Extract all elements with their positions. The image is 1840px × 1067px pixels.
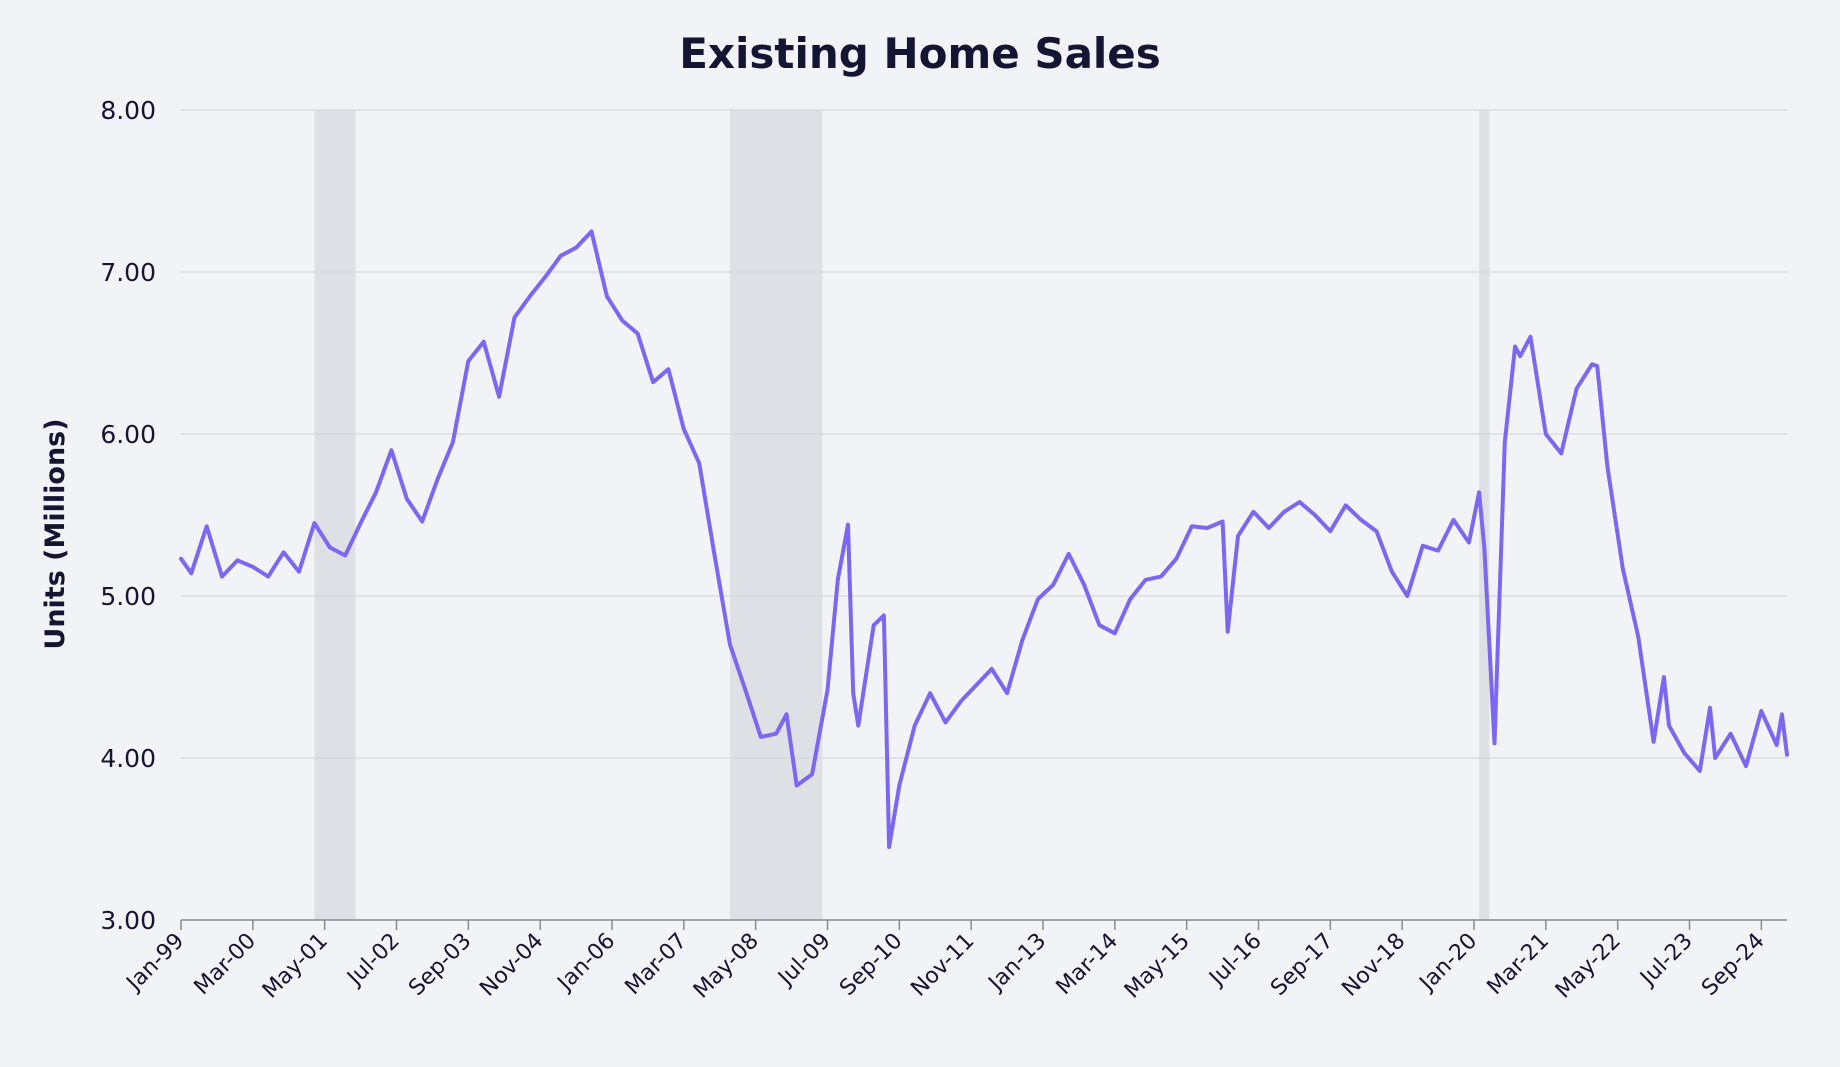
- x-tick-label: Jan-99: [121, 929, 189, 997]
- x-tick-label: Mar-21: [1483, 929, 1554, 1000]
- y-tick-label: 7.00: [100, 258, 156, 287]
- y-tick-label: 5.00: [100, 582, 156, 611]
- series-group: [179, 229, 1789, 850]
- recession-band-0: [314, 110, 356, 920]
- x-tick-label: Nov-11: [906, 929, 979, 1002]
- x-tick-label: Nov-04: [475, 929, 548, 1002]
- recession-band-1: [730, 110, 823, 920]
- x-tick-label: Jul-16: [1203, 929, 1266, 992]
- y-axis-label: Units (Millions): [40, 418, 71, 649]
- x-tick-label: Sep-03: [404, 929, 476, 1001]
- x-tick-label: May-08: [689, 929, 764, 1004]
- gridlines: [181, 109, 1787, 759]
- series-line-0: [179, 229, 1789, 850]
- x-tick-label: Sep-24: [1697, 929, 1769, 1001]
- x-tick-label: Jul-23: [1634, 929, 1697, 992]
- x-tick-label: May-15: [1120, 929, 1195, 1004]
- x-tick-label: Mar-14: [1052, 929, 1123, 1000]
- x-tick-label: Sep-10: [835, 929, 907, 1001]
- y-tick-label: 4.00: [100, 744, 156, 773]
- y-tick-label: 8.00: [100, 96, 156, 125]
- y-tick-label: 3.00: [100, 906, 156, 935]
- x-tick-label: Jul-02: [341, 929, 404, 992]
- x-tick-label: Jan-06: [552, 929, 620, 997]
- y-tick-label: 6.00: [100, 420, 156, 449]
- x-tick-label: May-01: [258, 929, 333, 1004]
- x-tick-label: Jul-09: [772, 929, 835, 992]
- recession-shading-group: [314, 110, 1490, 920]
- x-tick-label: Mar-00: [190, 929, 261, 1000]
- x-tick-label: Nov-18: [1337, 929, 1410, 1002]
- x-tick-label: Jan-20: [1414, 929, 1482, 997]
- x-tick-label: May-22: [1551, 929, 1626, 1004]
- y-tick-labels: 3.00 4.00 5.00 6.00 7.00 8.00: [100, 96, 156, 935]
- x-tick-label: Jan-13: [983, 929, 1051, 997]
- x-tick-label: Sep-17: [1266, 929, 1338, 1001]
- recession-band-2: [1479, 110, 1490, 920]
- chart-title: Existing Home Sales: [679, 29, 1161, 78]
- x-tick-label: Mar-07: [621, 929, 692, 1000]
